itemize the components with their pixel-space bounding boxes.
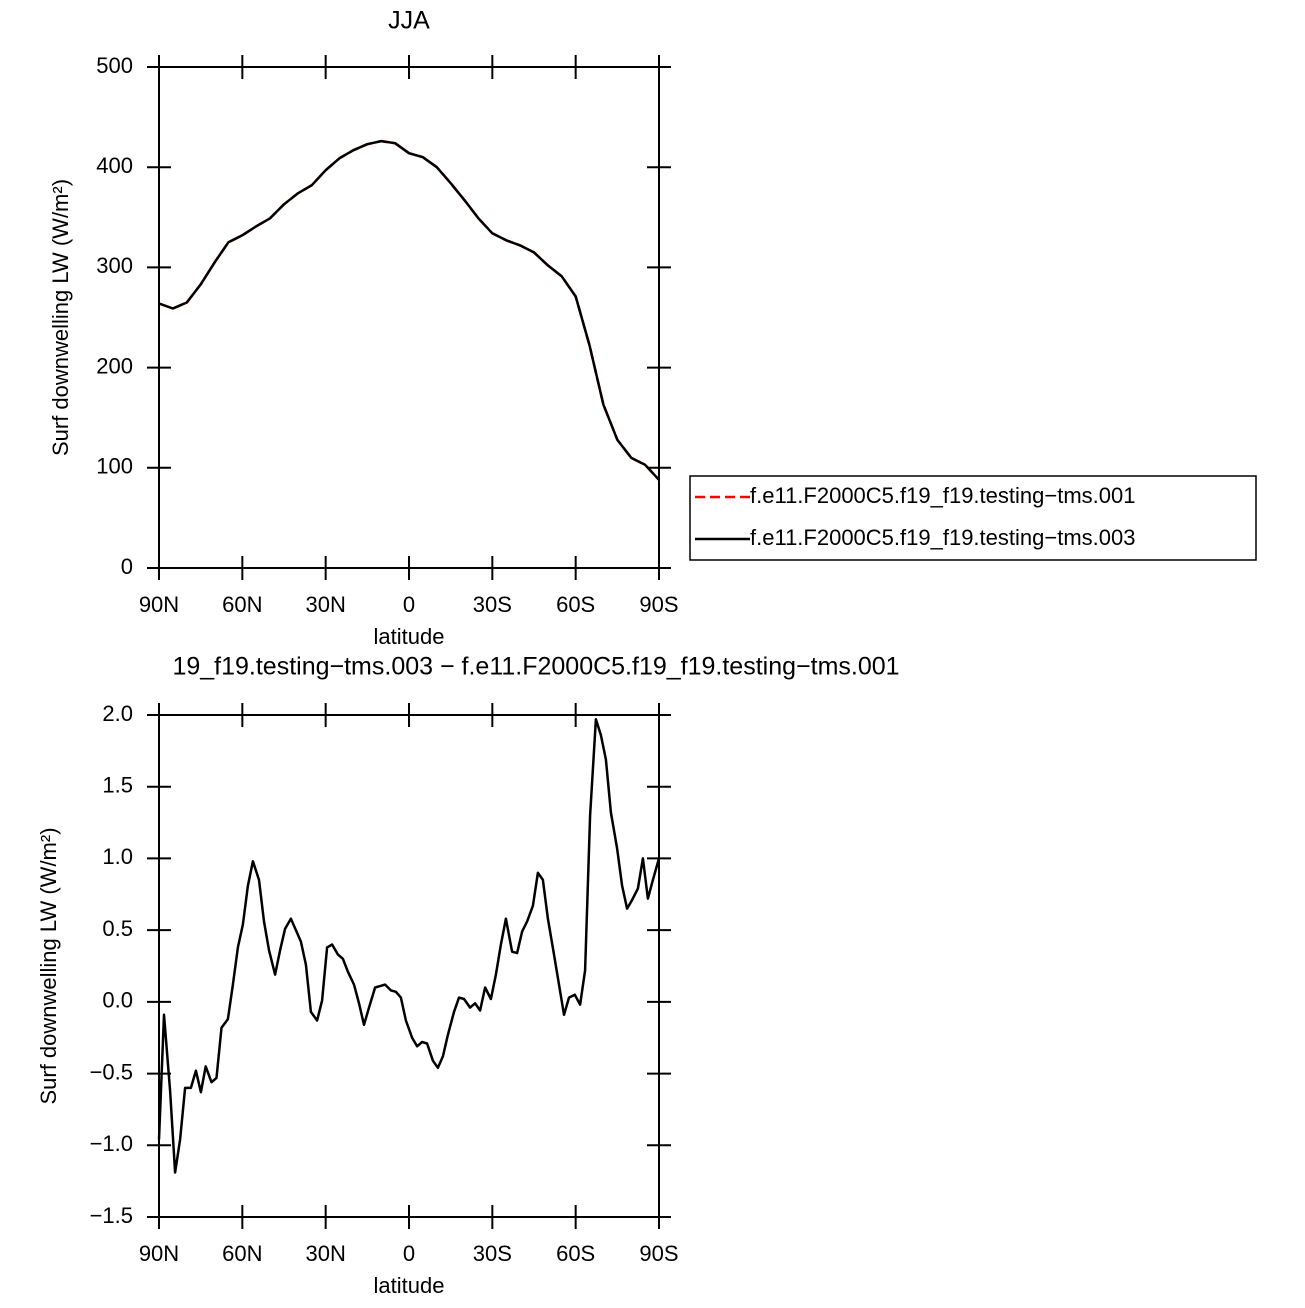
x-tick-label: 30N xyxy=(305,1241,345,1266)
y-tick-label: 0.0 xyxy=(102,988,133,1013)
x-tick-label: 90N xyxy=(139,1241,179,1266)
x-tick-label: 90S xyxy=(639,592,678,617)
x-tick-label: 30S xyxy=(473,592,512,617)
y-tick-label: −0.5 xyxy=(90,1059,133,1084)
x-tick-label: 0 xyxy=(403,592,415,617)
legend-label: f.e11.F2000C5.f19_f19.testing−tms.001 xyxy=(750,483,1135,508)
y-tick-label: 2.0 xyxy=(102,701,133,726)
x-tick-label: 90N xyxy=(139,592,179,617)
y-axis-label: Surf downwelling LW (W/m²) xyxy=(48,179,73,456)
y-tick-label: 100 xyxy=(96,454,133,479)
y-tick-label: −1.5 xyxy=(90,1203,133,1228)
data-line xyxy=(157,718,661,1174)
legend-label: f.e11.F2000C5.f19_f19.testing−tms.003 xyxy=(750,525,1135,550)
x-tick-label: 30N xyxy=(305,592,345,617)
x-axis-label: latitude xyxy=(374,624,445,649)
legend-box xyxy=(689,475,1257,561)
y-tick-label: 400 xyxy=(96,153,133,178)
data-line xyxy=(158,139,660,481)
y-tick-label: 1.5 xyxy=(102,773,133,798)
x-tick-label: 0 xyxy=(403,1241,415,1266)
x-tick-label: 90S xyxy=(639,1241,678,1266)
y-tick-label: 300 xyxy=(96,253,133,278)
y-tick-label: 200 xyxy=(96,353,133,378)
y-tick-label: 0.5 xyxy=(102,916,133,941)
x-tick-label: 60N xyxy=(222,592,262,617)
x-tick-label: 60S xyxy=(556,592,595,617)
y-tick-label: 500 xyxy=(96,53,133,78)
y-tick-label: −1.0 xyxy=(90,1131,133,1156)
x-tick-label: 30S xyxy=(473,1241,512,1266)
chart-title: 19_f19.testing−tms.003 − f.e11.F2000C5.f… xyxy=(172,653,899,681)
y-axis-label: Surf downwelling LW (W/m²) xyxy=(36,827,61,1104)
x-axis-label: latitude xyxy=(374,1273,445,1298)
y-tick-label: 1.0 xyxy=(102,844,133,869)
x-tick-label: 60N xyxy=(222,1241,262,1266)
data-line xyxy=(158,139,660,481)
x-tick-label: 60S xyxy=(556,1241,595,1266)
plot-frame xyxy=(158,66,660,569)
y-tick-label: 0 xyxy=(121,554,133,579)
chart-title: JJA xyxy=(388,7,430,35)
